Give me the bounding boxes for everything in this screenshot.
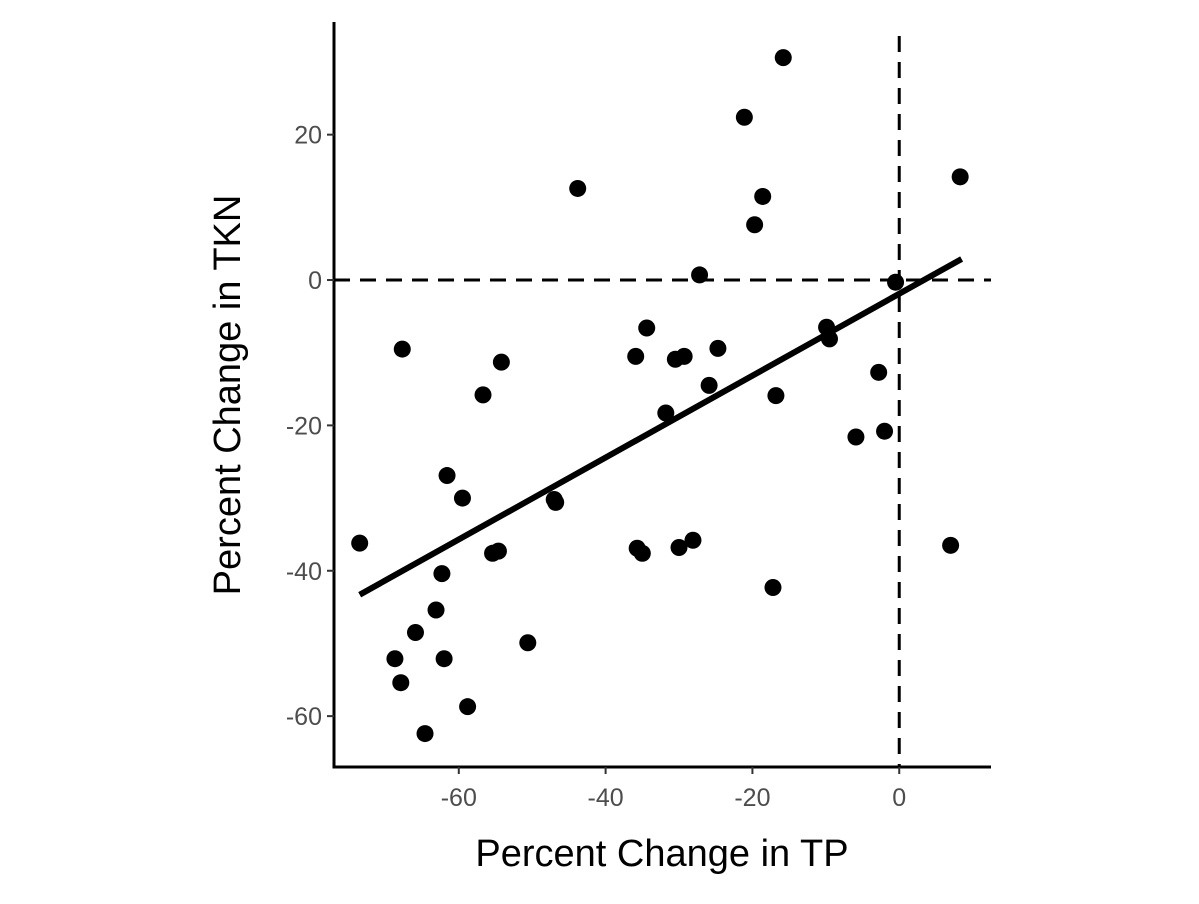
trend-line xyxy=(358,256,964,598)
data-point xyxy=(942,536,960,554)
data-point xyxy=(406,624,424,642)
data-point xyxy=(767,387,785,405)
data-point xyxy=(492,353,510,371)
data-point xyxy=(393,340,411,358)
y-tick-label: -60 xyxy=(286,703,322,731)
data-point xyxy=(569,179,587,197)
data-point xyxy=(633,544,651,562)
data-point xyxy=(764,578,782,596)
reference-lines xyxy=(334,36,991,767)
data-point xyxy=(489,542,507,560)
data-point xyxy=(459,698,477,716)
x-axis-title: Percent Change in TP xyxy=(475,833,848,875)
y-tick-label: -40 xyxy=(286,558,322,586)
data-point xyxy=(657,404,675,422)
data-points xyxy=(351,49,969,743)
data-point xyxy=(700,376,718,394)
data-point xyxy=(691,266,709,284)
data-point xyxy=(392,674,410,692)
data-point xyxy=(453,489,471,507)
data-point xyxy=(547,493,565,511)
data-point xyxy=(627,347,645,365)
data-point xyxy=(675,347,693,365)
data-point xyxy=(684,531,702,549)
data-point xyxy=(847,428,865,446)
x-tick-label: -60 xyxy=(441,784,477,812)
data-point xyxy=(386,650,404,668)
data-point xyxy=(433,565,451,583)
x-tick-label: -20 xyxy=(734,784,770,812)
data-point xyxy=(351,534,369,552)
y-tick-label: 20 xyxy=(294,122,322,150)
y-tick-label: -20 xyxy=(286,412,322,440)
data-point xyxy=(474,386,492,404)
y-tick-label: 0 xyxy=(308,267,322,295)
data-point xyxy=(887,273,905,291)
axes xyxy=(332,22,991,769)
y-axis-title: Percent Change in TKN xyxy=(207,195,249,596)
data-point xyxy=(876,422,894,440)
data-point xyxy=(416,725,434,743)
x-tick-label: 0 xyxy=(892,784,906,812)
data-point xyxy=(735,108,753,126)
data-point xyxy=(519,634,537,652)
data-point xyxy=(951,168,969,186)
data-point xyxy=(438,467,456,485)
data-point xyxy=(870,363,888,381)
data-point xyxy=(670,538,688,556)
trend-line-group xyxy=(358,256,964,598)
data-point xyxy=(774,49,792,67)
data-point xyxy=(746,216,764,234)
x-tick-label: -40 xyxy=(588,784,624,812)
data-point xyxy=(754,187,772,205)
data-point xyxy=(709,339,727,357)
ticks: -60 -40 -20 0 -60 -40 -20 0 20 xyxy=(286,122,906,812)
data-point xyxy=(638,319,656,337)
data-point xyxy=(427,601,445,619)
data-point xyxy=(435,650,453,668)
